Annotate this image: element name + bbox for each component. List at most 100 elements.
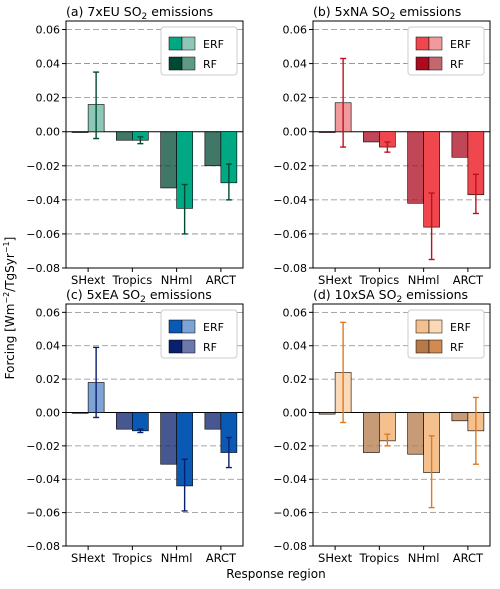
y-tick-label: −0.04: [26, 473, 60, 486]
chart-panel: (c) 5xEA SO2 emissions −0.08 −0.06 −0.04 −0.…: [26, 287, 244, 565]
chart-panel: (a) 7xEU SO2 emissions −0.08 −0.06 −0.04 −0.…: [26, 4, 244, 287]
x-tick-label: SHext: [71, 273, 106, 287]
legend: ERF RF: [407, 26, 485, 76]
y-tick-label: −0.04: [273, 194, 307, 207]
y-tick-label: 0.00: [36, 126, 61, 139]
x-tick-label: ARCT: [206, 551, 237, 565]
y-tick-label: −0.02: [273, 160, 307, 173]
y-tick-label: −0.02: [26, 160, 60, 173]
x-tick-label: Tropics: [359, 551, 400, 565]
plot-frame: [65, 303, 244, 547]
y-tick-label: −0.04: [26, 194, 60, 207]
y-tick-label: 0.04: [283, 58, 308, 71]
legend-swatch: [415, 339, 430, 354]
bar-rf: [318, 412, 336, 415]
y-tick-label: −0.06: [273, 507, 307, 520]
y-tick-label: −0.06: [26, 507, 60, 520]
y-tick-label: 0.02: [36, 373, 61, 386]
legend-label: ERF: [203, 321, 224, 334]
x-tick-label: SHext: [318, 551, 353, 565]
bar-rf: [204, 131, 222, 167]
x-tick-label: SHext: [71, 551, 106, 565]
y-tick-label: 0.00: [36, 406, 61, 419]
y-tick-label: 0.00: [283, 126, 308, 139]
bar-rf: [407, 412, 424, 455]
y-tick-label: −0.08: [26, 262, 60, 275]
legend-swatch: [181, 319, 196, 334]
y-tick-label: 0.04: [36, 340, 61, 353]
legend-swatch: [428, 36, 443, 51]
y-tick-label: −0.02: [26, 440, 60, 453]
y-tick-label: 0.02: [283, 373, 308, 386]
legend-swatch: [415, 319, 430, 334]
legend-swatch: [181, 339, 196, 354]
y-tick-label: 0.00: [283, 406, 308, 419]
y-tick-label: 0.04: [283, 340, 308, 353]
bar-rf: [160, 412, 177, 465]
legend-swatch: [415, 36, 430, 51]
x-tick-label: Tropics: [359, 273, 400, 287]
bar-rf: [116, 412, 133, 430]
legend-label: ERF: [450, 38, 471, 51]
bar-rf: [71, 131, 89, 133]
bar-rf: [71, 412, 89, 414]
y-tick-label: 0.06: [283, 24, 308, 37]
legend-swatch: [181, 56, 196, 71]
legend-swatch: [181, 36, 196, 51]
x-tick-label: NHml: [408, 551, 440, 565]
legend-swatch: [168, 319, 183, 334]
legend-swatch: [428, 56, 443, 71]
y-tick-label: −0.06: [26, 228, 60, 241]
panel-title: (d) 10xSA SO2 emissions: [313, 287, 468, 305]
bar-rf: [318, 131, 336, 133]
x-tick-label: SHext: [318, 273, 353, 287]
bar-rf: [407, 131, 424, 204]
y-tick-label: −0.08: [26, 540, 60, 553]
y-tick-label: 0.06: [36, 306, 61, 319]
legend-swatch: [415, 56, 430, 71]
bar-rf: [451, 131, 469, 158]
x-tick-label: Tropics: [112, 273, 153, 287]
x-tick-label: NHml: [408, 273, 440, 287]
legend-label: RF: [450, 341, 464, 354]
x-tick-label: ARCT: [453, 273, 484, 287]
y-tick-label: 0.06: [283, 306, 308, 319]
x-tick-label: Tropics: [112, 551, 153, 565]
y-tick-label: 0.06: [36, 24, 61, 37]
legend: ERF RF: [407, 309, 485, 359]
legend-swatch: [428, 319, 443, 334]
legend-label: ERF: [450, 321, 471, 334]
legend-swatch: [168, 36, 183, 51]
y-tick-label: −0.08: [273, 540, 307, 553]
x-tick-label: NHml: [161, 273, 193, 287]
plot-frame: [65, 20, 244, 269]
y-tick-label: −0.08: [273, 262, 307, 275]
bar-rf: [116, 131, 133, 141]
bar-rf: [451, 412, 469, 422]
y-tick-label: 0.02: [36, 92, 61, 105]
chart-panel: (d) 10xSA SO2 emissions −0.08 −0.06 −0.04 −0…: [273, 287, 491, 565]
y-tick-label: −0.06: [273, 228, 307, 241]
bar-rf: [204, 412, 222, 430]
x-tick-label: NHml: [161, 551, 193, 565]
bar-erf: [132, 412, 149, 432]
panel-title: (a) 7xEU SO2 emissions: [66, 4, 213, 22]
y-tick-label: −0.02: [273, 440, 307, 453]
legend-label: RF: [203, 58, 217, 71]
panel-title: (c) 5xEA SO2 emissions: [66, 287, 212, 305]
bar-rf: [363, 131, 380, 143]
plot-frame: [312, 20, 491, 269]
y-tick-label: 0.04: [36, 58, 61, 71]
y-axis-label: Forcing [Wm−2/TgSyr−1]: [2, 237, 17, 380]
legend: ERF RF: [160, 309, 238, 359]
x-tick-label: ARCT: [453, 551, 484, 565]
y-tick-label: 0.02: [283, 92, 308, 105]
chart-panel: (b) 5xNA SO2 emissions −0.08 −0.06 −0.04 −0.…: [273, 4, 491, 287]
x-tick-label: ARCT: [206, 273, 237, 287]
bar-rf: [363, 412, 380, 453]
y-tick-label: −0.04: [273, 473, 307, 486]
legend-label: RF: [450, 58, 464, 71]
plot-frame: [312, 303, 491, 547]
